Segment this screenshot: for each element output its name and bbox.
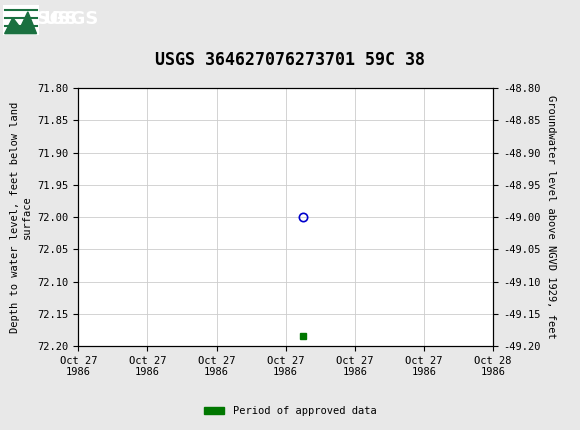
Bar <box>3 5 39 35</box>
Text: ≡USGS: ≡USGS <box>7 10 78 28</box>
Polygon shape <box>5 12 37 34</box>
Y-axis label: Depth to water level, feet below land
surface: Depth to water level, feet below land su… <box>10 101 32 333</box>
Legend: Period of approved data: Period of approved data <box>200 402 380 421</box>
Text: USGS 364627076273701 59C 38: USGS 364627076273701 59C 38 <box>155 51 425 69</box>
Text: USGS: USGS <box>44 10 99 28</box>
Y-axis label: Groundwater level above NGVD 1929, feet: Groundwater level above NGVD 1929, feet <box>546 95 556 339</box>
